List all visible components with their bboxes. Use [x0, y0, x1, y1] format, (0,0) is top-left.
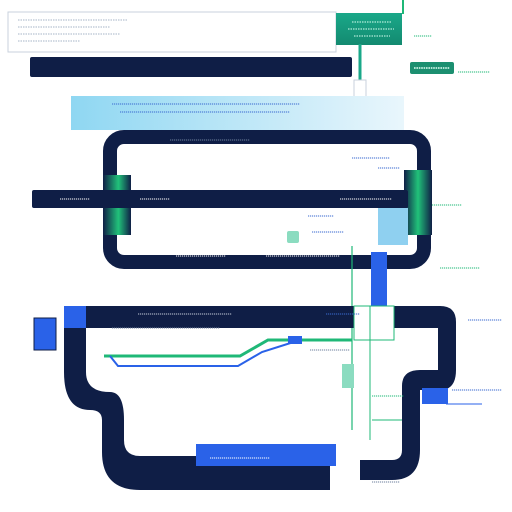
top-card-text-lines: [18, 19, 128, 42]
light-band: [71, 96, 404, 130]
bottom-blue-segment: [196, 444, 336, 466]
dark-bar-2: [30, 57, 352, 77]
left-blue-square: [64, 306, 86, 328]
small-white-handle: [342, 468, 354, 482]
side-blue-panel: [33, 317, 57, 351]
green-small-box: [287, 231, 299, 243]
mint-indicator: [342, 364, 354, 388]
bottom-loop: [64, 306, 456, 490]
placeholder-text-rows: [60, 35, 502, 483]
top-card: [7, 11, 337, 53]
right-blue-block: [422, 388, 448, 404]
inner-signal-green: [104, 338, 352, 358]
frame-cross-bar: [32, 190, 408, 208]
lightblue-cell: [378, 208, 408, 245]
green-right-side: [404, 170, 432, 235]
inner-signal-blue: [109, 339, 301, 367]
teal-block-text: [348, 21, 394, 37]
blue-node: [288, 336, 302, 344]
blue-vertical: [371, 252, 387, 312]
inner-panel: [353, 305, 395, 341]
